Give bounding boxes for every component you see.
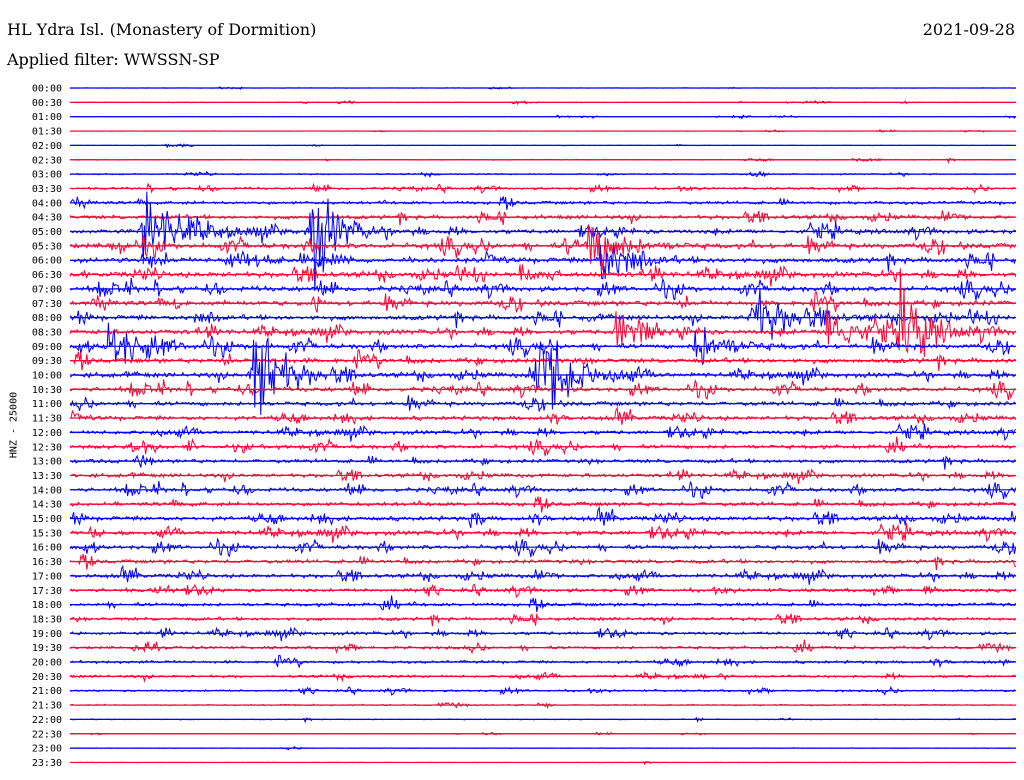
time-tick-label: 00:00 [32,84,62,95]
time-tick-label: 18:30 [32,614,62,625]
time-tick-label: 14:00 [32,485,62,496]
time-tick-label: 12:00 [32,428,62,439]
time-tick-label: 11:00 [32,399,62,410]
trace-line [69,277,1016,301]
time-tick-label: 19:30 [32,643,62,654]
time-tick-label: 14:30 [32,500,62,511]
time-tick-label: 19:00 [32,629,62,640]
time-tick-label: 22:30 [32,729,62,740]
trace-line [69,322,1016,366]
time-tick-label: 07:30 [32,299,62,310]
time-tick-label: 18:00 [32,600,62,611]
time-tick-label: 09:00 [32,342,62,353]
trace-line [69,523,1017,544]
time-tick-label: 10:00 [32,371,62,382]
applied-filter: Applied filter: WWSSN-SP [7,50,220,69]
time-tick-label: 16:30 [32,557,62,568]
time-tick-label: 22:00 [32,715,62,726]
time-tick-label: 09:30 [32,356,62,367]
trace-line [69,467,1016,485]
trace-line [69,639,1016,655]
trace-line [69,654,1016,669]
time-tick-label: 15:00 [32,514,62,525]
time-tick-label: 17:00 [32,571,62,582]
time-tick-label: 02:00 [32,141,62,152]
time-tick-label: 11:30 [32,414,62,425]
trace-line [69,406,1017,426]
time-tick-label: 13:30 [32,471,62,482]
time-tick-label: 21:00 [32,686,62,697]
trace-line [69,244,1017,280]
time-tick-label: 12:30 [32,442,62,453]
time-tick-label: 04:30 [32,213,62,224]
trace-line [69,612,1017,627]
trace-line [69,537,1017,558]
station-title: HL Ydra Isl. (Monastery of Dormition) [7,20,317,39]
time-tick-label: 04:00 [32,198,62,209]
trace-line [69,626,1016,642]
time-tick-label: 05:00 [32,227,62,238]
trace-line [69,264,1017,287]
time-tick-label: 20:00 [32,658,62,669]
time-tick-label: 02:30 [32,155,62,166]
time-tick-label: 21:30 [32,701,62,712]
time-tick-label: 03:00 [32,170,62,181]
time-tick-label: 07:00 [32,284,62,295]
time-tick-label: 20:30 [32,672,62,683]
time-tick-label: 06:00 [32,256,62,267]
trace-line [69,291,1016,313]
time-tick-label: 05:30 [32,241,62,252]
time-tick-label: 13:00 [32,457,62,468]
time-tick-label: 17:30 [32,586,62,597]
record-date: 2021-09-28 [922,20,1015,39]
time-tick-label: 06:30 [32,270,62,281]
time-tick-label: 03:30 [32,184,62,195]
time-tick-label: 01:30 [32,127,62,138]
trace-line [69,506,1017,529]
trace-line [69,595,1017,612]
trace-line [69,454,1016,470]
time-tick-label: 23:00 [32,744,62,755]
time-tick-label: 10:30 [32,385,62,396]
trace-line [69,157,1016,164]
time-tick-label: 23:30 [32,758,62,769]
time-tick-label: 01:00 [32,112,62,123]
trace-line [69,210,1016,226]
time-tick-label: 08:00 [32,313,62,324]
time-tick-label: 15:30 [32,528,62,539]
time-tick-label: 00:30 [32,98,62,109]
time-tick-label: 16:00 [32,543,62,554]
trace-line [69,378,1016,400]
time-tick-label: 08:30 [32,327,62,338]
